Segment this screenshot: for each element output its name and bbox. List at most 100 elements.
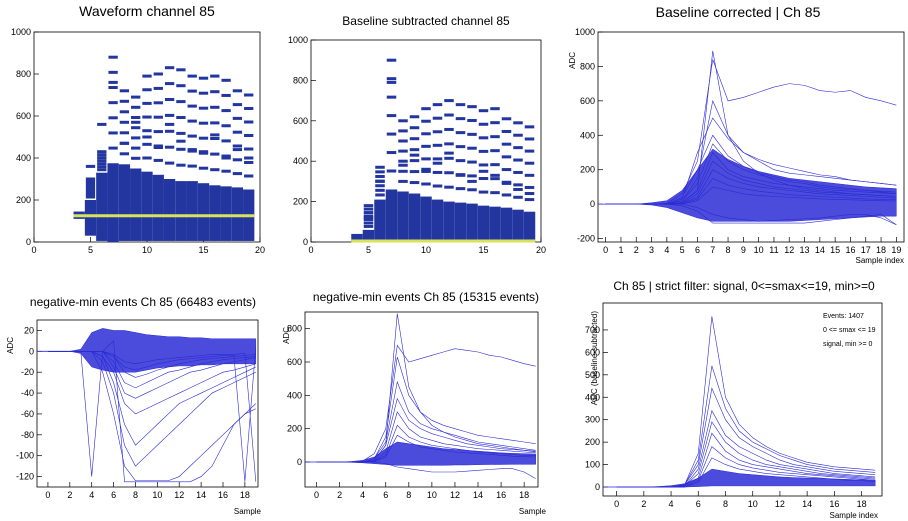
y-tick-label: 0 <box>26 237 31 247</box>
heatmap-cell <box>444 142 454 146</box>
heatmap-cell <box>221 156 231 160</box>
heatmap-cell <box>198 76 209 80</box>
x-tick-label: 2 <box>337 490 342 500</box>
heatmap-cell <box>523 211 536 242</box>
heatmap-cell <box>108 86 118 89</box>
heatmap-cell <box>244 107 254 110</box>
heatmap-cell <box>501 129 512 133</box>
chart-title: Waveform channel 85 <box>79 3 215 19</box>
heatmap-cell <box>421 144 431 148</box>
heatmap-cell <box>467 146 477 150</box>
heatmap-cell <box>524 185 535 189</box>
heatmap-cell <box>164 66 175 70</box>
heatmap-cell <box>142 142 152 146</box>
x-tick-label: 0 <box>31 245 36 255</box>
x-tick-label: 5 <box>680 245 685 255</box>
chart-title: Ch 85 | strict filter: signal, 0<=smax<=… <box>613 279 875 293</box>
heatmap-cell <box>231 187 244 241</box>
heatmap-cell <box>490 135 500 139</box>
y-tick-label: 0 <box>303 237 308 247</box>
heatmap-peak-cell <box>73 214 255 218</box>
heatmap-cell <box>513 195 523 199</box>
x-tick-label: 2 <box>641 499 646 509</box>
heatmap-cell <box>421 167 431 171</box>
x-tick-label: 4 <box>669 499 674 509</box>
stats-smax: 0 <= smax <= 19 <box>823 327 876 334</box>
heatmap-cell <box>244 93 254 97</box>
heatmap-cell <box>244 161 254 164</box>
x-axis-label: Sample index <box>830 511 878 520</box>
heatmap-cell <box>210 133 220 137</box>
heatmap-cell <box>490 149 500 153</box>
series-line <box>616 457 876 488</box>
heatmap-cell <box>363 204 374 208</box>
x-tick-label: 10 <box>142 245 152 255</box>
heatmap-cell <box>432 143 443 147</box>
heatmap-cell <box>210 90 220 94</box>
heatmap-cell <box>432 116 443 120</box>
heatmap-cell <box>455 131 466 135</box>
heatmap-cell <box>421 182 431 186</box>
heatmap-cell <box>176 147 186 151</box>
x-tick-label: 9 <box>741 245 746 255</box>
x-tick-label: 12 <box>784 245 794 255</box>
heatmap-cell <box>398 139 408 143</box>
heatmap-cell <box>513 133 523 137</box>
heatmap-cell <box>197 183 210 241</box>
heatmap-cell <box>97 168 107 172</box>
x-axis-label: Sample <box>234 507 262 516</box>
chart-title: Baseline corrected | Ch 85 <box>656 4 821 20</box>
heatmap-cell <box>409 115 420 119</box>
y-tick-label: 600 <box>580 96 595 106</box>
x-tick-label: 5 <box>366 245 371 255</box>
x-tick-label: 8 <box>726 245 731 255</box>
heatmap-cell <box>85 195 96 199</box>
heatmap-cell <box>375 174 385 178</box>
heatmap-cell <box>108 146 118 150</box>
heatmap-cell <box>512 209 524 242</box>
x-tick-label: 4 <box>664 245 669 255</box>
heatmap-cell <box>467 160 477 164</box>
heatmap-cell <box>187 134 197 138</box>
heatmap-cell <box>375 188 385 192</box>
heatmap-cell <box>131 126 141 130</box>
heatmap-cell <box>524 161 535 165</box>
x-tick-label: 10 <box>421 245 431 255</box>
heatmap-cell <box>398 149 408 153</box>
heatmap-cell <box>375 193 385 197</box>
heatmap-cell <box>153 146 163 149</box>
heatmap-cell <box>176 139 186 143</box>
heatmap-cell <box>131 105 141 109</box>
y-tick-label: -40 <box>21 388 34 398</box>
heatmap-cell <box>221 93 231 97</box>
heatmap-cell <box>363 207 374 211</box>
heatmap-cell <box>107 163 119 242</box>
heatmap-cell <box>210 74 220 78</box>
heatmap-cell <box>501 155 512 159</box>
x-tick-label: 15 <box>830 245 840 255</box>
heatmap-cell <box>421 157 431 161</box>
heatmap-cell <box>97 150 107 154</box>
heatmap-cell <box>478 190 489 194</box>
heatmap-cell <box>432 184 443 188</box>
x-tick-label: 0 <box>314 490 319 500</box>
heatmap-cell <box>85 177 96 181</box>
x-tick-label: 19 <box>891 245 901 255</box>
x-tick-label: 14 <box>802 499 812 509</box>
heatmap-cell <box>209 185 221 241</box>
heatmap-cell <box>524 198 535 202</box>
heatmap-cell <box>501 117 512 121</box>
heatmap-cell <box>513 158 523 162</box>
heatmap-cell <box>97 165 107 169</box>
heatmap-cell <box>210 168 220 172</box>
heatmap-cell <box>141 171 153 241</box>
series-line <box>616 365 876 488</box>
heatmap-cell <box>131 146 141 150</box>
series-line <box>47 351 257 482</box>
y-tick-label: -100 <box>16 451 34 461</box>
x-tick-label: 4 <box>89 490 94 500</box>
heatmap-cell <box>210 121 220 125</box>
heatmap-cell <box>490 191 500 195</box>
heatmap-cell <box>131 136 141 140</box>
